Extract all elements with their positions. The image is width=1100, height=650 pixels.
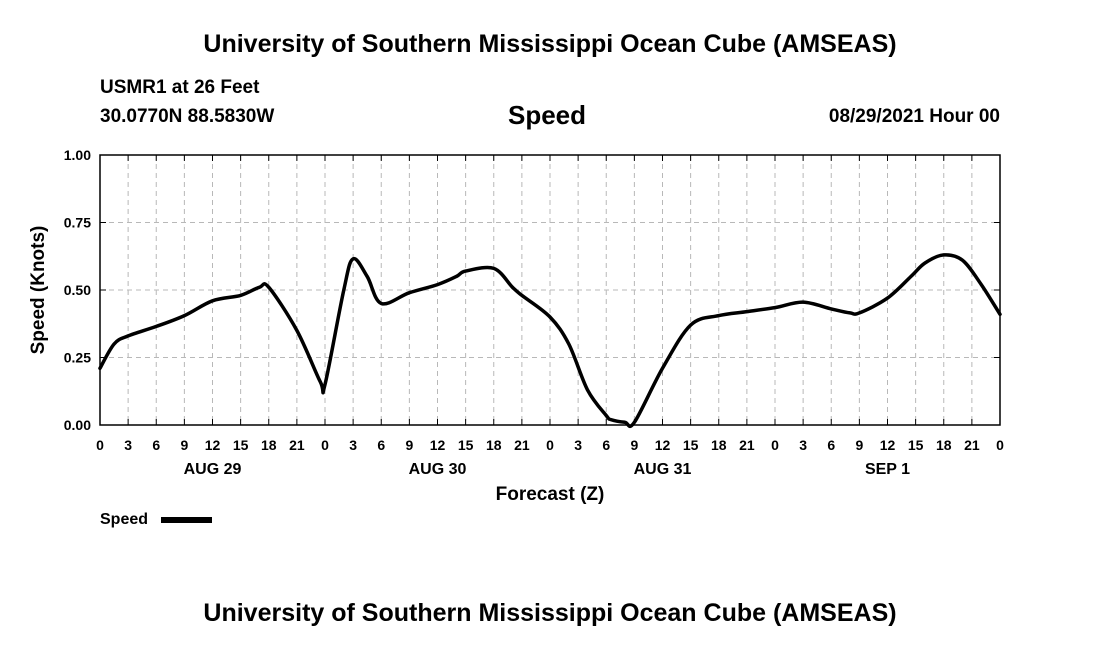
x-tick-label: 21 [964, 437, 980, 453]
x-tick-label: 12 [430, 437, 446, 453]
x-tick-label: 12 [205, 437, 221, 453]
x-tick-label: 0 [321, 437, 329, 453]
y-tick-label: 0.25 [64, 350, 91, 366]
station-label: USMR1 at 26 Feet [100, 77, 260, 98]
speed-series-line [98, 253, 1002, 429]
page-title: University of Southern Mississippi Ocean… [203, 30, 897, 58]
x-tick-label: 0 [996, 437, 1004, 453]
x-tick-label: 9 [630, 437, 638, 453]
x-tick-label: 18 [711, 437, 727, 453]
date-label: AUG 29 [184, 461, 242, 478]
x-tick-label: 0 [546, 437, 554, 453]
date-label: AUG 30 [409, 461, 467, 478]
x-tick-label: 3 [574, 437, 582, 453]
coordinates-label: 30.0770N 88.5830W [100, 106, 275, 127]
grid-layer [100, 155, 1000, 425]
x-tick-label: 18 [261, 437, 277, 453]
x-tick-label: 3 [349, 437, 357, 453]
x-tick-label: 21 [289, 437, 305, 453]
x-tick-label: 15 [233, 437, 249, 453]
x-tick-label: 15 [908, 437, 924, 453]
forecast-datetime: 08/29/2021 Hour 00 [828, 106, 1000, 127]
y-tick-label: 0.75 [64, 215, 91, 231]
x-tick-label: 12 [655, 437, 671, 453]
labels-layer: 0 3 6 9 12 15 18 21 0 3 6 9 12 15 18 21 0 3 6 9 12 15 18 21 0 3 6 9… [64, 147, 1004, 478]
legend-label: Speed [100, 511, 148, 528]
y-axis-label: Speed (Knots) [28, 226, 49, 355]
y-tick-label: 1.00 [64, 147, 91, 163]
x-tick-label: 9 [855, 437, 863, 453]
x-tick-label: 18 [936, 437, 952, 453]
x-tick-label: 9 [405, 437, 413, 453]
x-tick-label: 3 [124, 437, 132, 453]
x-tick-label: 0 [96, 437, 104, 453]
x-tick-label: 21 [514, 437, 530, 453]
x-tick-label: 6 [152, 437, 160, 453]
x-tick-label: 6 [827, 437, 835, 453]
date-label: AUG 31 [634, 461, 692, 478]
x-tick-label: 15 [683, 437, 699, 453]
date-label: SEP 1 [865, 461, 910, 478]
footer-title: University of Southern Mississippi Ocean… [203, 599, 897, 627]
x-tick-label: 21 [739, 437, 755, 453]
x-tick-label: 12 [880, 437, 896, 453]
x-tick-label: 9 [180, 437, 188, 453]
y-tick-label: 0.00 [64, 417, 91, 433]
y-tick-label: 0.50 [64, 282, 91, 298]
x-tick-label: 15 [458, 437, 474, 453]
x-tick-label: 6 [602, 437, 610, 453]
chart-title: Speed [508, 100, 587, 130]
x-tick-label: 18 [486, 437, 502, 453]
x-tick-label: 6 [377, 437, 385, 453]
x-axis-label: Forecast (Z) [496, 484, 605, 505]
x-tick-label: 0 [771, 437, 779, 453]
x-tick-label: 3 [799, 437, 807, 453]
